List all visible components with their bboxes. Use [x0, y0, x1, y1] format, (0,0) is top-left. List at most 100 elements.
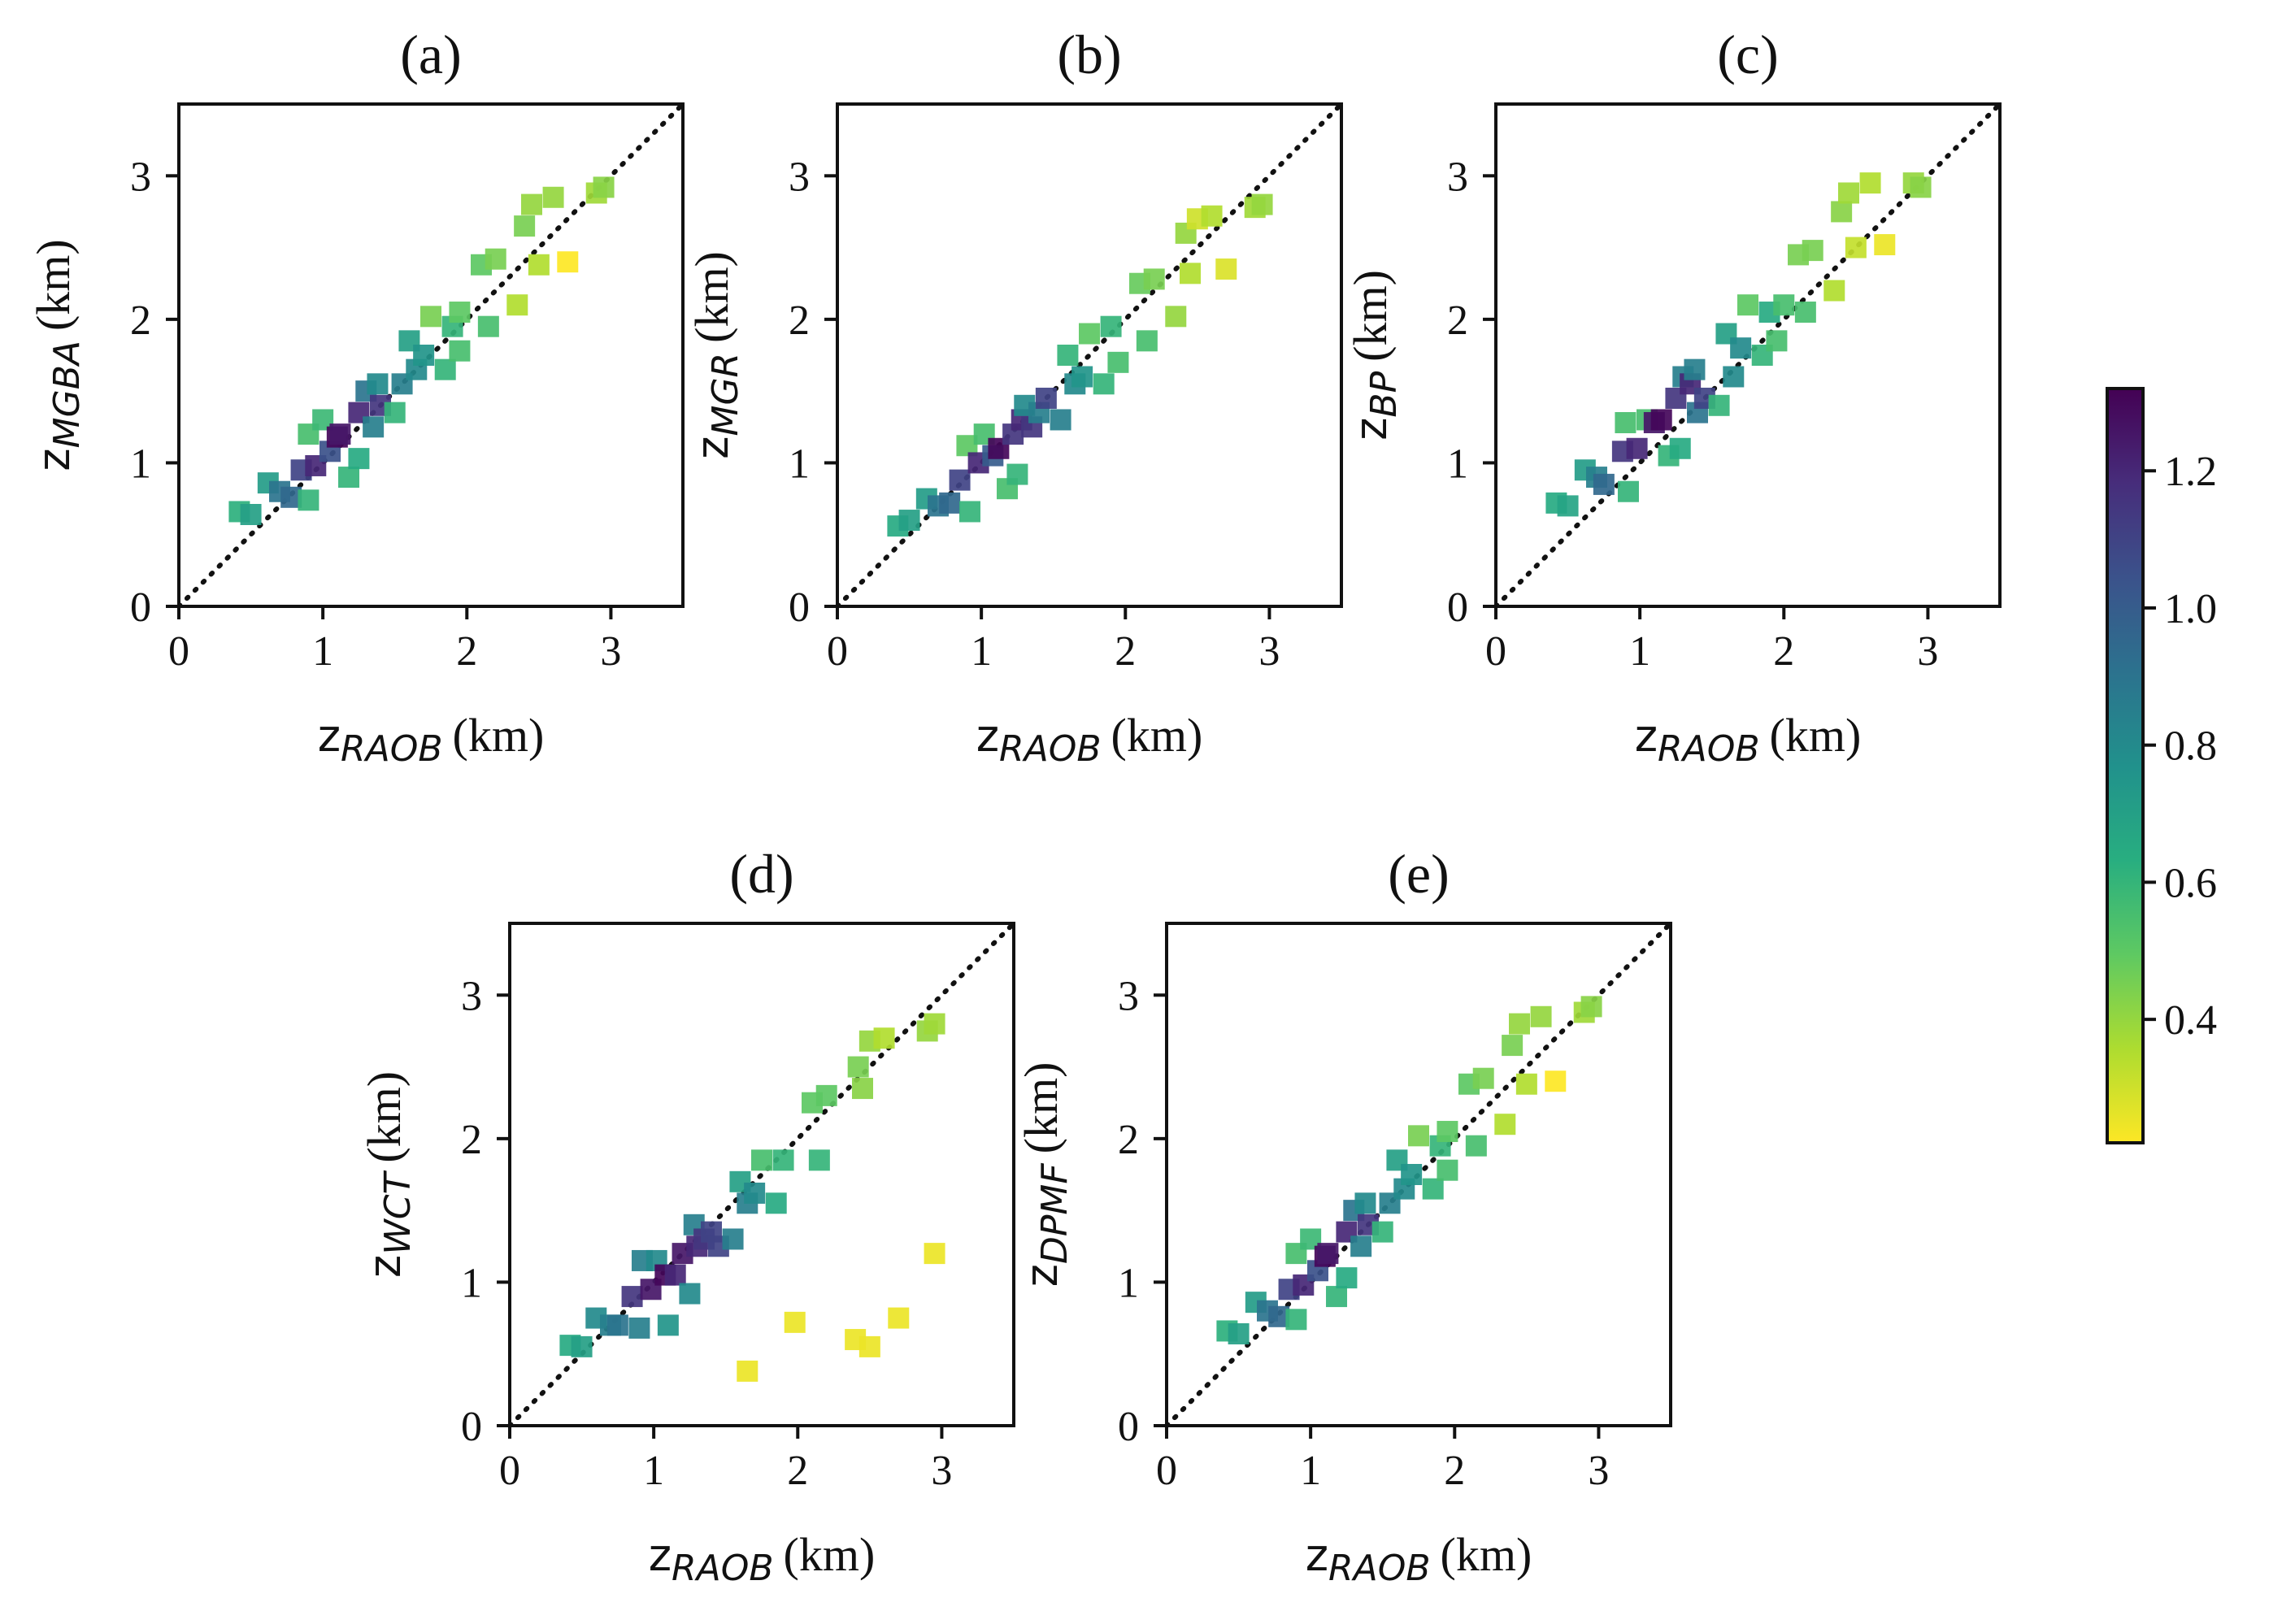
y-tick-label: 3	[1447, 154, 1468, 200]
data-point	[873, 1027, 895, 1049]
y-tick-label: 2	[130, 297, 151, 344]
data-point	[1136, 330, 1158, 352]
data-point	[1465, 1135, 1487, 1157]
data-point	[1201, 205, 1223, 227]
data-point	[1371, 1221, 1393, 1243]
plot-frame	[508, 922, 1015, 1427]
data-point	[1422, 1178, 1444, 1200]
data-point	[924, 1013, 945, 1035]
x-axis-label: zRAOB (km)	[318, 709, 545, 770]
data-point	[363, 416, 385, 438]
data-point	[1494, 1114, 1516, 1135]
data-point	[1515, 1073, 1537, 1095]
data-point	[348, 448, 370, 470]
data-point	[898, 510, 920, 532]
x-tick-label: 0	[499, 1448, 520, 1494]
y-tick-label: 0	[461, 1404, 482, 1450]
x-tick-label: 3	[1917, 628, 1938, 675]
data-point	[1180, 263, 1201, 284]
y-tick-label: 0	[1447, 584, 1468, 631]
data-point	[621, 1286, 643, 1308]
data-point	[1723, 366, 1745, 388]
x-tick-label: 1	[971, 628, 992, 675]
panel-title: (b)	[1057, 24, 1121, 85]
data-point	[847, 1056, 869, 1078]
data-point	[1050, 409, 1071, 431]
data-point	[1838, 182, 1859, 204]
data-point	[1472, 1067, 1494, 1089]
data-point	[949, 469, 971, 491]
data-point	[784, 1311, 806, 1333]
data-point	[1509, 1013, 1530, 1035]
one-to-one-line	[507, 921, 1016, 1428]
data-point	[1708, 394, 1730, 416]
data-point	[737, 1360, 758, 1382]
data-point	[1408, 1125, 1429, 1147]
y-tick-label: 3	[461, 973, 482, 1019]
data-point	[606, 1314, 628, 1336]
y-tick-label: 1	[1447, 441, 1468, 487]
y-tick-label: 2	[789, 297, 810, 344]
y-tick-label: 2	[1447, 297, 1468, 344]
data-point	[744, 1182, 766, 1204]
data-point	[1766, 330, 1788, 352]
y-tick-label: 2	[1118, 1117, 1139, 1163]
data-point	[1071, 366, 1093, 388]
x-tick-label: 3	[1588, 1448, 1609, 1494]
data-point	[593, 176, 615, 198]
x-tick-label: 2	[456, 628, 477, 675]
data-point	[1650, 409, 1672, 431]
data-point	[506, 294, 528, 316]
data-point	[858, 1335, 880, 1357]
colorbar-tick-label: 1.0	[2164, 586, 2217, 632]
x-tick-label: 2	[787, 1448, 808, 1494]
data-point	[1228, 1322, 1250, 1344]
data-point	[1802, 240, 1823, 262]
panel-title: (a)	[400, 24, 461, 85]
data-point	[1079, 323, 1100, 345]
data-point	[1617, 480, 1639, 502]
data-point	[1035, 387, 1057, 409]
data-point	[888, 1307, 910, 1329]
x-tick-label: 0	[1485, 628, 1506, 675]
data-point	[664, 1264, 686, 1286]
data-point	[1557, 495, 1579, 517]
y-tick-label: 3	[130, 154, 151, 200]
data-point	[528, 254, 550, 276]
panel-title: (d)	[729, 843, 793, 905]
y-axis-label: zMGR(km)	[685, 251, 746, 459]
data-point	[514, 215, 536, 237]
x-axis-label: zRAOB (km)	[1635, 709, 1862, 770]
x-tick-label: 0	[1156, 1448, 1177, 1494]
data-point	[808, 1149, 830, 1171]
plot-frame	[1165, 922, 1672, 1427]
data-point	[1615, 411, 1637, 433]
data-point	[477, 315, 499, 337]
data-point	[542, 186, 564, 208]
data-point	[557, 251, 579, 273]
data-point	[1437, 1159, 1458, 1181]
panel-title: (e)	[1388, 843, 1449, 905]
data-point	[1684, 358, 1706, 380]
x-tick-label: 1	[643, 1448, 664, 1494]
data-point	[1530, 1005, 1552, 1027]
panel-d: (d) 00 1 1 2 2 3 3 zRAOB (km) zWCT(km)	[358, 843, 1016, 1589]
data-point	[1773, 294, 1795, 316]
data-point	[958, 501, 980, 523]
data-point	[1215, 258, 1237, 280]
data-point	[1285, 1309, 1307, 1331]
y-axis-label: zBP(km)	[1344, 270, 1405, 441]
data-point	[852, 1078, 873, 1100]
panel-b: (b) 00 1 1 2 2 3 3 zRAOB (km) zMGR(km)	[685, 24, 1344, 770]
y-axis-label: zWCT(km)	[358, 1071, 419, 1278]
data-point	[1100, 315, 1122, 337]
one-to-one-line	[835, 102, 1344, 609]
data-point	[1545, 1070, 1567, 1092]
data-point	[413, 345, 435, 366]
data-point	[240, 503, 262, 525]
x-tick-label: 1	[1300, 1448, 1321, 1494]
data-point	[1859, 172, 1881, 194]
y-tick-label: 2	[461, 1117, 482, 1163]
